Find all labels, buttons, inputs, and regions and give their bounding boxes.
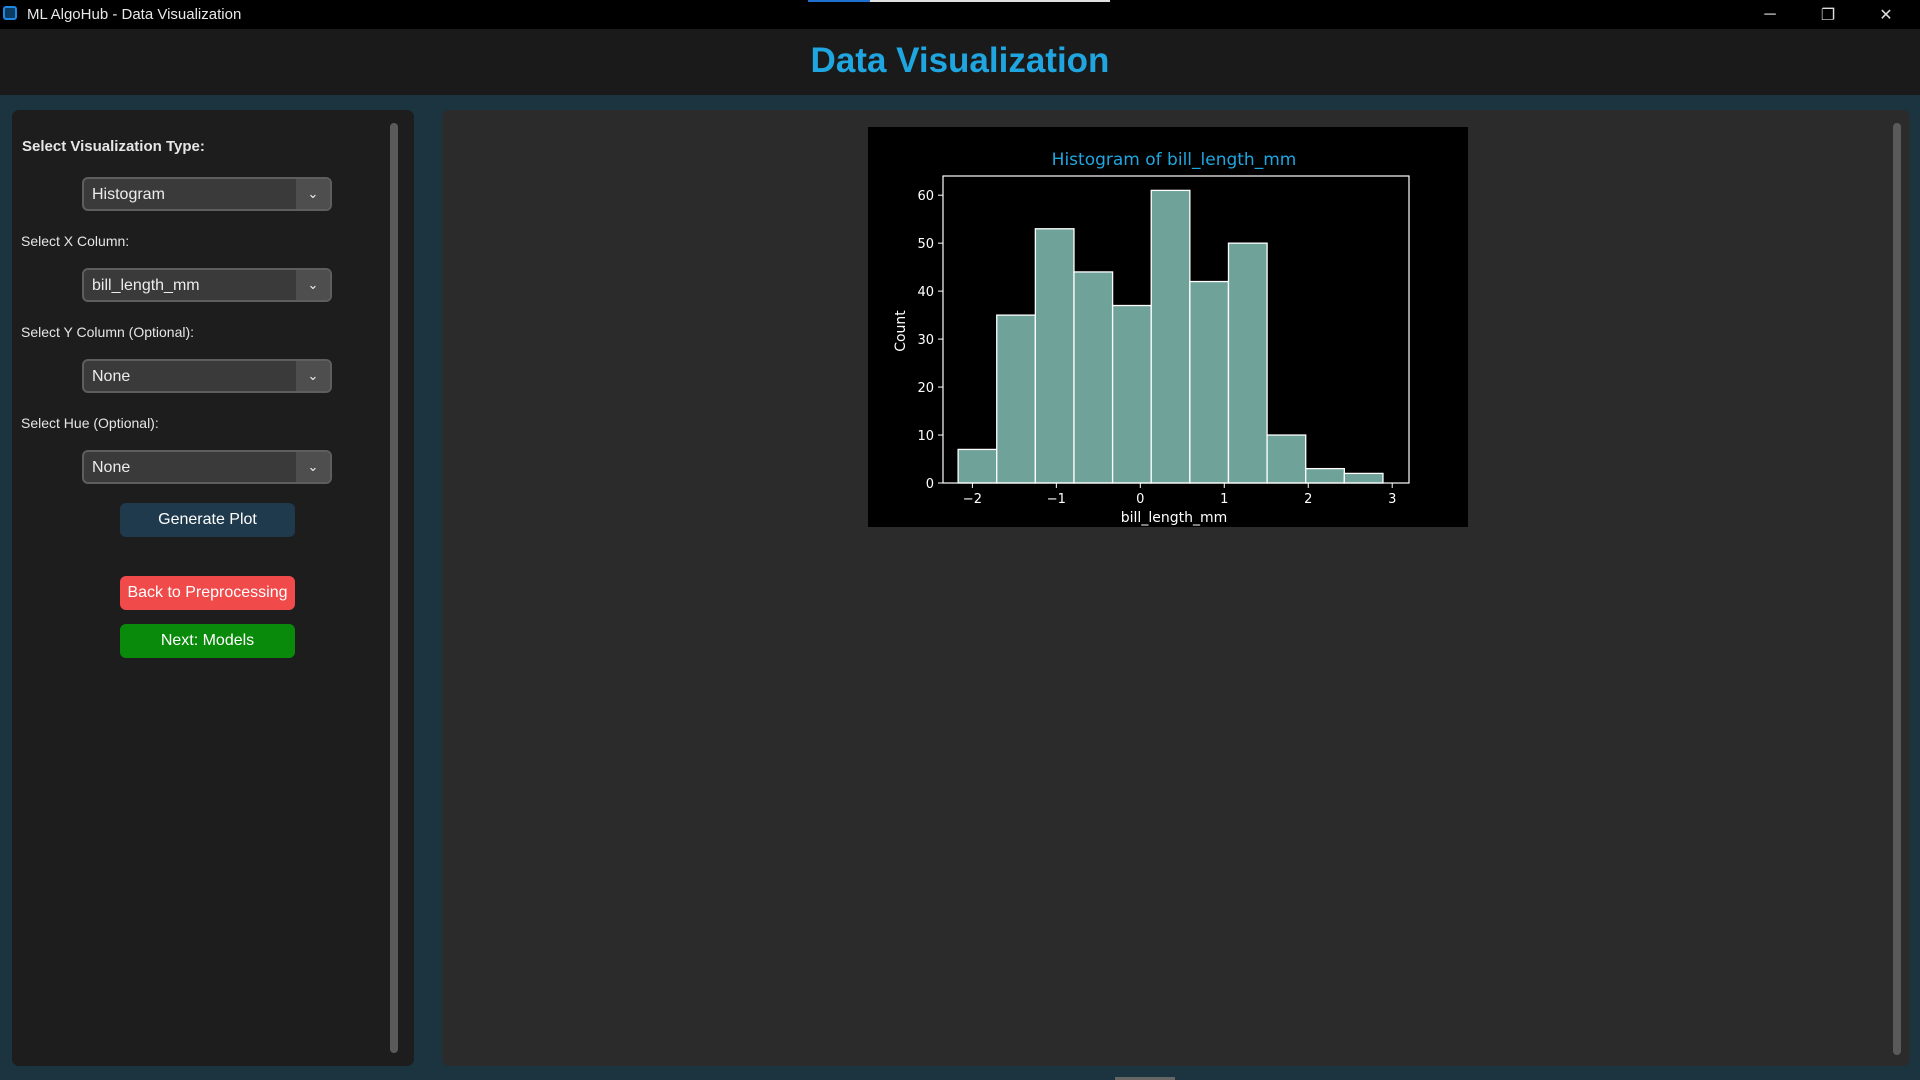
generate-plot-button[interactable]: Generate Plot [120, 503, 295, 537]
title-accent-bar-light [870, 0, 1110, 2]
controls-scrollbar[interactable] [390, 123, 398, 1053]
y-tick-label: 50 [917, 237, 934, 252]
y-tick-label: 60 [917, 189, 934, 204]
back-to-preprocessing-button[interactable]: Back to Preprocessing [120, 576, 295, 610]
histogram-bar [1034, 228, 1075, 484]
chart-title: Histogram of bill_length_mm [1052, 150, 1297, 170]
histogram-bar [996, 314, 1037, 484]
maximize-button[interactable]: ❐ [1800, 0, 1856, 29]
minimize-button[interactable]: ─ [1742, 0, 1798, 29]
x-column-label: Select X Column: [21, 233, 130, 249]
x-tick-label: 0 [1136, 492, 1144, 507]
plot-area-scrollbar[interactable] [1893, 123, 1901, 1055]
histogram-chart: Histogram of bill_length_mm bill_length_… [868, 127, 1468, 527]
viz-type-value: Histogram [92, 186, 165, 203]
x-tick-label: 1 [1220, 492, 1228, 507]
chevron-down-icon[interactable]: ⌄ [296, 179, 330, 209]
histogram-bar [1150, 189, 1191, 484]
viz-type-label: Select Visualization Type: [22, 138, 205, 155]
x-column-dropdown[interactable]: bill_length_mm ⌄ [82, 268, 332, 302]
x-column-value: bill_length_mm [92, 277, 200, 294]
hue-dropdown[interactable]: None ⌄ [82, 450, 332, 484]
y-column-value: None [92, 368, 131, 385]
resize-handle[interactable] [1115, 1077, 1175, 1080]
histogram-bar [1305, 467, 1345, 484]
page-title: Data Visualization [810, 41, 1110, 80]
hue-label: Select Hue (Optional): [21, 415, 159, 431]
y-tick-label: 40 [917, 285, 934, 300]
hue-value: None [92, 459, 131, 476]
title-accent-bar [808, 0, 870, 2]
histogram-bar [957, 448, 998, 484]
y-tick-label: 20 [917, 381, 934, 396]
x-tick-label: −2 [963, 492, 982, 507]
close-icon: ✕ [1879, 6, 1893, 24]
chevron-down-icon[interactable]: ⌄ [296, 452, 330, 482]
histogram-bar [1227, 242, 1268, 484]
histogram-bar [1073, 271, 1114, 484]
viz-type-dropdown[interactable]: Histogram ⌄ [82, 177, 332, 211]
chart-svg: Histogram of bill_length_mm bill_length_… [893, 150, 1410, 526]
y-tick-label: 10 [917, 429, 934, 444]
window-title: ML AlgoHub - Data Visualization [27, 6, 242, 23]
x-tick-label: 2 [1304, 492, 1312, 507]
restore-icon: ❐ [1820, 6, 1836, 24]
histogram-bar [1266, 434, 1307, 484]
x-tick-label: −1 [1047, 492, 1066, 507]
page-header: Data Visualization [0, 29, 1920, 95]
histogram-bar [1343, 472, 1384, 484]
y-axis-label: Count [893, 310, 909, 352]
x-tick-label: 3 [1388, 492, 1396, 507]
window-titlebar: ML AlgoHub - Data Visualization ─ ❐ ✕ [0, 0, 1920, 29]
chevron-down-icon[interactable]: ⌄ [296, 361, 330, 391]
minimize-icon: ─ [1764, 5, 1776, 23]
histogram-bar [1111, 304, 1152, 484]
x-axis-label: bill_length_mm [1121, 510, 1227, 526]
plot-frame [942, 175, 1410, 484]
y-column-label: Select Y Column (Optional): [21, 324, 195, 340]
y-column-dropdown[interactable]: None ⌄ [82, 359, 332, 393]
next-models-button[interactable]: Next: Models [120, 624, 295, 658]
chevron-down-icon[interactable]: ⌄ [296, 270, 330, 300]
y-tick-label: 0 [926, 477, 934, 492]
y-tick-label: 30 [917, 333, 934, 348]
app-icon [3, 6, 17, 20]
histogram-bar [1189, 280, 1230, 484]
close-button[interactable]: ✕ [1858, 0, 1914, 29]
